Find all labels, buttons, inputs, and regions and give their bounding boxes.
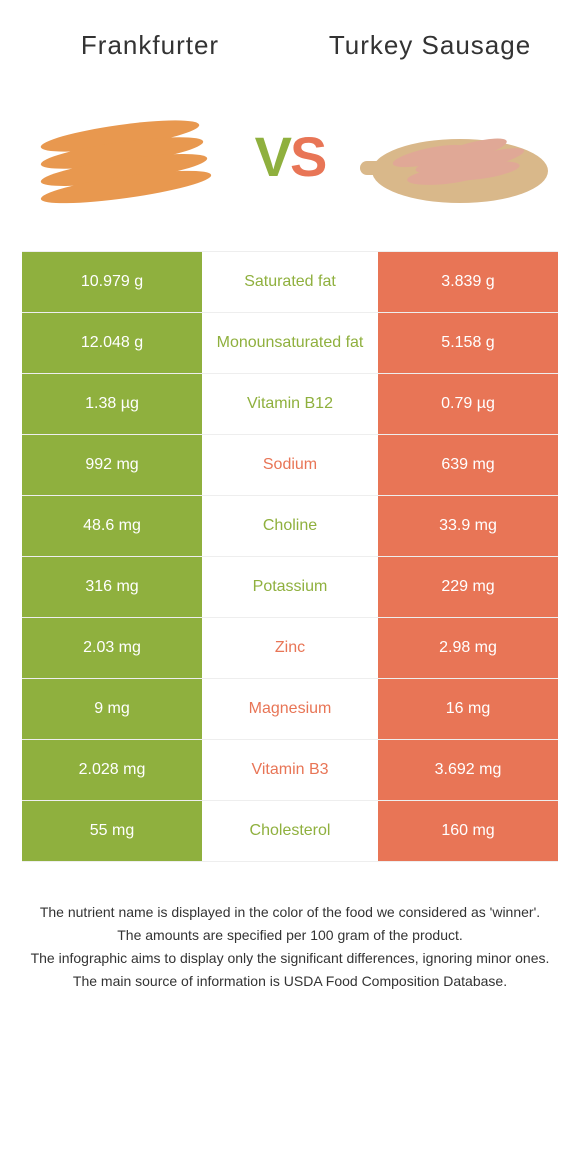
table-row: 9 mgMagnesium16 mg [22,679,558,740]
value-right: 639 mg [378,435,558,495]
value-left: 2.03 mg [22,618,202,678]
value-left: 48.6 mg [22,496,202,556]
value-right: 16 mg [378,679,558,739]
food-left-image [30,91,220,221]
footer-notes: The nutrient name is displayed in the co… [0,862,580,1014]
table-row: 12.048 gMonounsaturated fat5.158 g [22,313,558,374]
footer-line: The nutrient name is displayed in the co… [30,902,550,923]
nutrient-label: Vitamin B12 [202,374,378,434]
value-left: 12.048 g [22,313,202,373]
value-right: 160 mg [378,801,558,861]
nutrient-label: Choline [202,496,378,556]
food-right-image [360,91,550,221]
table-row: 55 mgCholesterol160 mg [22,801,558,862]
footer-line: The amounts are specified per 100 gram o… [30,925,550,946]
nutrient-label: Magnesium [202,679,378,739]
nutrient-label: Potassium [202,557,378,617]
nutrient-label: Cholesterol [202,801,378,861]
table-row: 2.028 mgVitamin B33.692 mg [22,740,558,801]
table-row: 316 mgPotassium229 mg [22,557,558,618]
value-left: 1.38 µg [22,374,202,434]
nutrient-label: Monounsaturated fat [202,313,378,373]
value-right: 0.79 µg [378,374,558,434]
table-row: 10.979 gSaturated fat3.839 g [22,252,558,313]
footer-line: The infographic aims to display only the… [30,948,550,969]
table-row: 1.38 µgVitamin B120.79 µg [22,374,558,435]
images-row: VS [0,71,580,251]
value-right: 3.839 g [378,252,558,312]
turkey-sausage-icon [360,101,550,211]
vs-label: VS [255,124,326,189]
table-row: 992 mgSodium639 mg [22,435,558,496]
nutrient-label: Saturated fat [202,252,378,312]
value-left: 9 mg [22,679,202,739]
food-left-title: Frankfurter [40,30,260,61]
value-right: 229 mg [378,557,558,617]
comparison-table: 10.979 gSaturated fat3.839 g12.048 gMono… [22,251,558,862]
footer-line: The main source of information is USDA F… [30,971,550,992]
value-left: 55 mg [22,801,202,861]
value-left: 316 mg [22,557,202,617]
table-row: 2.03 mgZinc2.98 mg [22,618,558,679]
food-right-title: Turkey sausage [320,30,540,61]
value-left: 992 mg [22,435,202,495]
value-left: 10.979 g [22,252,202,312]
value-left: 2.028 mg [22,740,202,800]
header: Frankfurter Turkey sausage [0,0,580,71]
nutrient-label: Vitamin B3 [202,740,378,800]
table-row: 48.6 mgCholine33.9 mg [22,496,558,557]
value-right: 5.158 g [378,313,558,373]
nutrient-label: Sodium [202,435,378,495]
value-right: 33.9 mg [378,496,558,556]
value-right: 3.692 mg [378,740,558,800]
value-right: 2.98 mg [378,618,558,678]
frankfurter-icon [30,101,220,211]
nutrient-label: Zinc [202,618,378,678]
